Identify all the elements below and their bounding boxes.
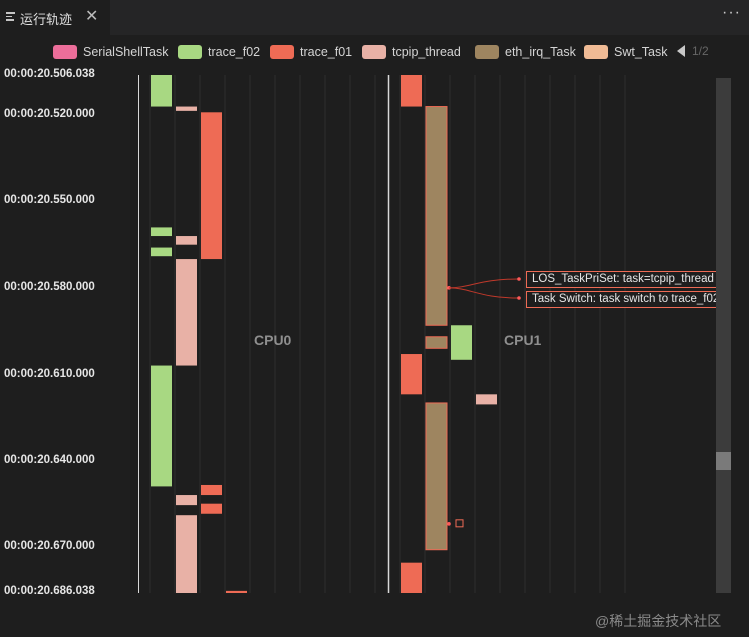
trace-bar	[201, 484, 222, 496]
trace-bar	[401, 562, 422, 593]
list-icon	[6, 12, 15, 22]
legend: SerialShellTask trace_f02 trace_f01 tcpi…	[0, 40, 749, 64]
vertical-scrollbar-thumb[interactable]	[716, 452, 731, 470]
vertical-scrollbar-track[interactable]	[716, 78, 731, 593]
watermark: @稀土掘金技术社区	[595, 613, 722, 629]
trace-bar	[176, 259, 197, 366]
event-callout[interactable]: Task Switch: task switch to trace_f02	[526, 291, 726, 308]
legend-swatch	[53, 45, 77, 59]
trace-bar	[201, 503, 222, 514]
legend-item-swt-task[interactable]: Swt_Task	[584, 44, 668, 60]
trace-bar	[425, 336, 448, 349]
legend-label: eth_irq_Task	[505, 45, 576, 59]
tab-bar: 运行轨迹 ✕ ···	[0, 0, 749, 35]
legend-item-eth-irq-task[interactable]: eth_irq_Task	[475, 44, 576, 60]
trace-bar	[151, 247, 172, 257]
legend-item-serialshelltask[interactable]: SerialShellTask	[53, 44, 168, 60]
legend-swatch	[475, 45, 499, 59]
event-point	[447, 522, 451, 526]
more-actions-icon[interactable]: ···	[722, 4, 741, 21]
callout-dot	[517, 296, 521, 300]
cpu1-label: CPU1	[504, 332, 542, 348]
trace-bar	[425, 106, 448, 326]
legend-swatch	[270, 45, 294, 59]
trace-bar	[451, 325, 472, 360]
legend-label: Swt_Task	[614, 45, 668, 59]
y-axis-label: 00:00:20.670.000	[4, 540, 95, 552]
legend-swatch	[584, 45, 608, 59]
legend-label: trace_f02	[208, 45, 261, 59]
legend-swatch	[178, 45, 202, 59]
legend-label: SerialShellTask	[83, 45, 169, 59]
legend-prev-page-icon[interactable]	[677, 45, 685, 57]
legend-swatch	[362, 45, 386, 59]
event-marker	[455, 519, 464, 528]
trace-bar	[226, 590, 247, 593]
close-icon[interactable]: ✕	[85, 8, 99, 25]
y-axis-label: 00:00:20.610.000	[4, 368, 95, 380]
trace-bar	[425, 402, 448, 551]
tab-run-trace[interactable]: 运行轨迹 ✕	[0, 0, 110, 35]
legend-page-indicator: 1/2	[692, 44, 709, 58]
cpu0-label: CPU0	[254, 332, 292, 348]
trace-bar	[176, 106, 197, 111]
y-axis-label: 00:00:20.520.000	[4, 108, 95, 120]
trace-bar	[151, 365, 172, 487]
trace-bar	[151, 75, 172, 107]
callout-dot	[517, 277, 521, 281]
legend-label: trace_f01	[300, 45, 353, 59]
y-axis-label: 00:00:20.580.000	[4, 281, 95, 293]
callout-connector	[448, 287, 519, 299]
y-axis-label: 00:00:20.686.038	[4, 585, 95, 597]
trace-bar	[401, 354, 422, 395]
trace-bar	[476, 394, 497, 405]
trace-bar	[176, 236, 197, 245]
trace-bar	[176, 515, 197, 593]
trace-bar	[201, 112, 222, 260]
y-axis-label: 00:00:20.640.000	[4, 454, 95, 466]
legend-item-trace-f02[interactable]: trace_f02	[178, 44, 260, 60]
y-axis-label: 00:00:20.550.000	[4, 194, 95, 206]
legend-item-trace-f01[interactable]: trace_f01	[270, 44, 352, 60]
legend-label: tcpip_thread	[392, 45, 461, 59]
trace-bar	[151, 227, 172, 237]
trace-bar	[401, 75, 422, 107]
event-callout[interactable]: LOS_TaskPriSet: task=tcpip_thread	[526, 271, 720, 288]
legend-item-tcpip-thread[interactable]: tcpip_thread	[362, 44, 461, 60]
callout-connector	[448, 278, 519, 289]
trace-bar	[176, 495, 197, 506]
tab-title: 运行轨迹	[20, 12, 73, 27]
y-axis-label: 00:00:20.506.038	[4, 68, 95, 80]
